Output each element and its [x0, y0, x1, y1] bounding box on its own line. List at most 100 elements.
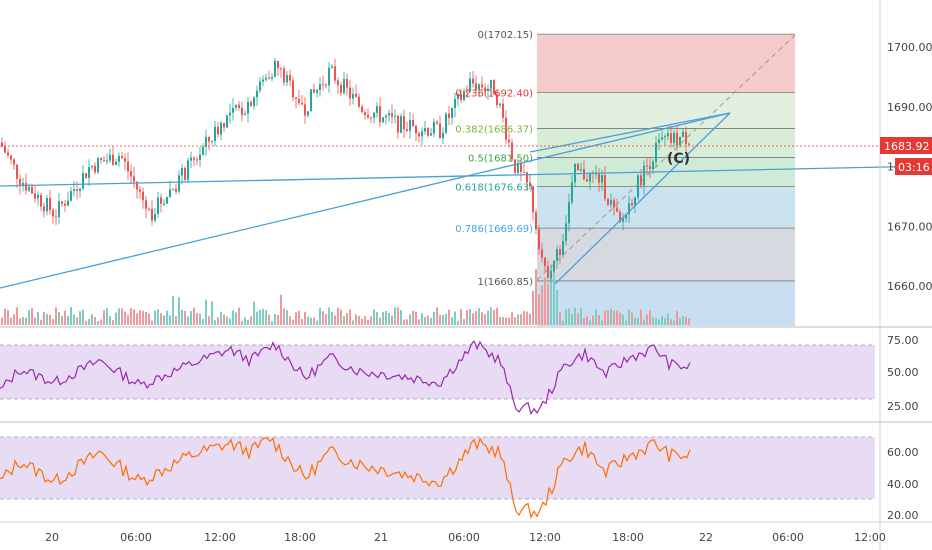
- candle-body: [79, 188, 81, 191]
- volume-bar: [148, 313, 150, 325]
- candle-body: [448, 113, 450, 118]
- volume-bar: [304, 311, 306, 325]
- candle-body: [7, 152, 9, 156]
- volume-bar: [109, 315, 111, 325]
- price-pane[interactable]: 0(1702.15) 0.236(1692.40) 0.382(1686.37) 0.…: [0, 30, 932, 326]
- volume-bar: [283, 308, 285, 325]
- volume-bar: [202, 319, 204, 325]
- time-axis-label: 06:00: [120, 531, 152, 544]
- candle-body: [490, 80, 492, 89]
- candle-body: [643, 165, 645, 186]
- rsi-band: [0, 345, 875, 399]
- volume-bar: [541, 285, 543, 325]
- candle-body: [16, 164, 18, 179]
- candle-body: [94, 165, 96, 173]
- volume-bar: [628, 309, 630, 325]
- volume-bar: [640, 309, 642, 325]
- candle-body: [256, 90, 258, 98]
- wave-label: (C): [667, 151, 690, 167]
- volume-bar: [616, 310, 618, 325]
- candle-body: [565, 223, 567, 242]
- volume-bar: [277, 314, 279, 325]
- candle-body: [223, 122, 225, 128]
- volume-bar: [526, 311, 528, 325]
- volume-bar: [196, 313, 198, 325]
- volume-bar: [358, 315, 360, 325]
- volume-bar: [199, 313, 201, 325]
- candle-body: [487, 88, 489, 91]
- volume-bar: [637, 318, 639, 325]
- wedge-support-line[interactable]: [554, 112, 731, 285]
- volume-bar: [64, 310, 66, 325]
- candle-body: [400, 116, 402, 133]
- candle-body: [463, 91, 465, 100]
- candle-body: [1, 142, 3, 147]
- volume-bar: [364, 316, 366, 325]
- time-axis[interactable]: 20 06:00 12:00 18:00 21 06:00 12:00 18:00 22 06:0…: [0, 521, 932, 544]
- candle-body: [259, 81, 261, 91]
- volume-bar: [412, 310, 414, 325]
- volume-bar: [682, 316, 684, 325]
- volume-bar: [313, 317, 315, 325]
- volume-bar: [481, 312, 483, 325]
- candle-body: [625, 214, 627, 219]
- volume-bar: [646, 314, 648, 325]
- volume-bar: [4, 308, 6, 325]
- candle-body: [229, 112, 231, 116]
- candle-body: [529, 182, 531, 187]
- candle-body: [244, 113, 246, 115]
- candle-body: [679, 137, 681, 146]
- candle-body: [376, 106, 378, 113]
- volume-bar: [247, 319, 249, 325]
- volume-bar: [28, 310, 30, 325]
- volume-bar: [328, 307, 330, 325]
- volume-bar: [166, 310, 168, 325]
- volume-bar: [286, 309, 288, 325]
- trendline-drawings[interactable]: [0, 34, 932, 289]
- volume-bar: [100, 319, 102, 325]
- candle-body: [316, 90, 318, 93]
- volume-bar: [493, 309, 495, 325]
- volume-bar: [124, 311, 126, 325]
- volume-bar: [289, 316, 291, 325]
- fib-level-label: 0(1702.15): [477, 30, 533, 41]
- volume-bar: [10, 317, 12, 325]
- volume-bar: [169, 315, 171, 325]
- fib-zone: [537, 186, 795, 229]
- volume-bar: [577, 312, 579, 325]
- rsi-pane[interactable]: 75.00 50.00 25.00: [0, 326, 932, 416]
- volume-bar: [565, 309, 567, 325]
- wedge-resistance-line[interactable]: [529, 112, 731, 153]
- candle-body: [241, 107, 243, 115]
- candle-body: [232, 107, 234, 113]
- candle-body: [163, 203, 165, 205]
- candle-body: [442, 132, 444, 139]
- candle-body: [511, 142, 513, 160]
- volume-bar: [580, 307, 582, 325]
- volume-bar: [406, 319, 408, 325]
- volume-bar: [262, 308, 264, 325]
- time-axis-label: 12:00: [204, 531, 236, 544]
- volume-bar: [1, 317, 3, 325]
- volume-bar: [13, 314, 15, 325]
- stoch-pane[interactable]: 60.00 40.00 20.00: [0, 421, 932, 522]
- candle-body: [472, 78, 474, 84]
- candle-body: [319, 84, 321, 91]
- candle-body: [514, 159, 516, 173]
- volume-bar: [409, 314, 411, 325]
- candle-body: [19, 178, 21, 186]
- candle-body: [358, 96, 360, 107]
- candle-body: [577, 163, 579, 171]
- candle-body: [73, 189, 75, 191]
- rising-trendline[interactable]: [0, 112, 731, 289]
- candle-body: [28, 186, 30, 191]
- candle-body: [328, 67, 330, 86]
- fib-zone: [537, 228, 795, 281]
- volume-bar: [220, 311, 222, 325]
- candle-body: [580, 169, 582, 171]
- candle-body: [349, 87, 351, 99]
- candle-body: [586, 179, 588, 182]
- volume-bar: [544, 277, 546, 325]
